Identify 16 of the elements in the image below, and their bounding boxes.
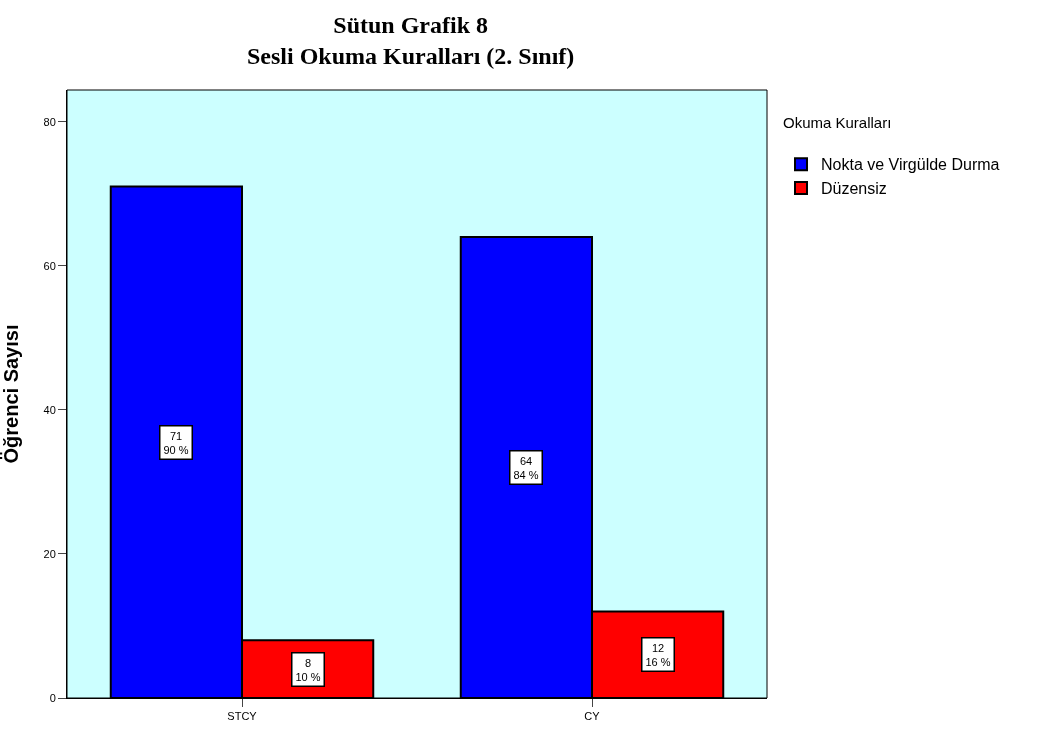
chart-title: Sütun Grafik 8 Sesli Okuma Kuralları (2. Sınıf): [246, 11, 575, 70]
legend-label: Nokta ve Virgülde Durma: [821, 156, 1000, 174]
x-tick-label: STCY: [227, 710, 258, 723]
data-label: 71 90 %: [163, 429, 189, 456]
y-tick-label: 80: [43, 115, 56, 128]
y-tick-label: 0: [49, 691, 56, 704]
data-label: 8 10 %: [295, 656, 321, 683]
y-axis-title: Öğrenci Sayısı: [0, 324, 22, 464]
y-tick-label: 40: [43, 403, 56, 416]
data-label: 12 16 %: [645, 641, 671, 668]
y-tick-label: 20: [43, 547, 56, 560]
y-tick-label: 60: [43, 259, 56, 272]
legend-label: Düzensiz: [821, 180, 887, 198]
x-tick-label: CY: [584, 710, 601, 723]
legend-title: Okuma Kuralları: [783, 113, 892, 131]
data-label: 64 84 %: [513, 454, 539, 481]
